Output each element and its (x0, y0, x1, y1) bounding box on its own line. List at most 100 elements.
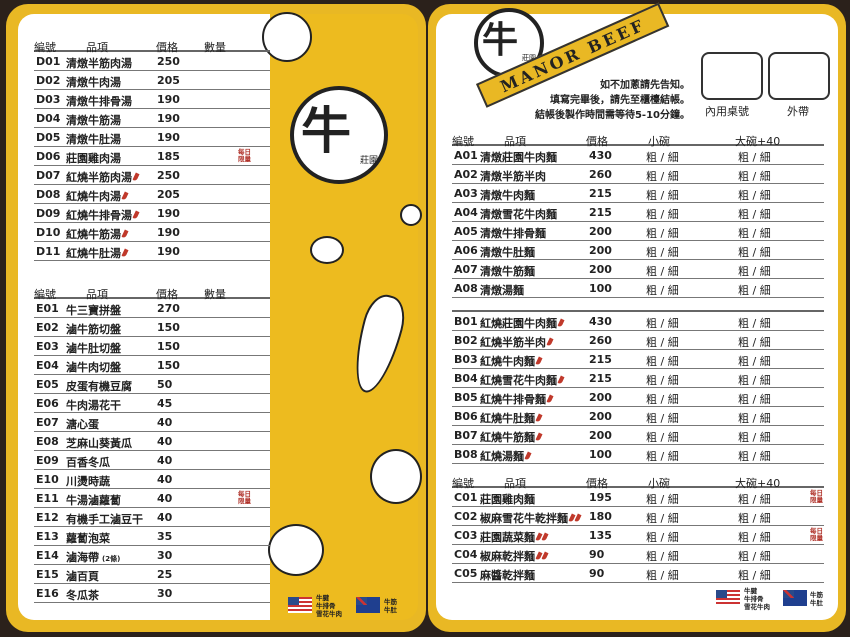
small-bowl-noodle-choice[interactable]: 粗 / 細 (646, 284, 679, 297)
small-bowl-noodle-choice[interactable]: 粗 / 細 (646, 227, 679, 240)
menu-item-row[interactable]: B07 紅燒牛筋麵 200 粗 / 細 粗 / 細 (452, 426, 824, 445)
item-name: 牛肉湯花干 (66, 397, 121, 413)
large-bowl-noodle-choice[interactable]: 粗 / 細 (738, 569, 771, 582)
menu-item-row[interactable]: E09 百香冬瓜 40 (34, 451, 270, 470)
large-bowl-noodle-choice[interactable]: 粗 / 細 (738, 493, 771, 506)
menu-item-row[interactable]: C04 椒麻乾拌麵 90 粗 / 細 粗 / 細 (452, 545, 824, 564)
menu-item-row[interactable]: B01 紅燒莊園牛肉麵 430 粗 / 細 粗 / 細 (452, 312, 824, 331)
large-bowl-noodle-choice[interactable]: 粗 / 細 (738, 151, 771, 164)
menu-item-row[interactable]: A07 清燉牛筋麵 200 粗 / 細 粗 / 細 (452, 260, 824, 279)
menu-item-row[interactable]: D04 清燉牛筋湯 190 (34, 109, 270, 128)
large-bowl-noodle-choice[interactable]: 粗 / 細 (738, 355, 771, 368)
menu-item-row[interactable]: C02 椒麻雪花牛乾拌麵 180 粗 / 細 粗 / 細 (452, 507, 824, 526)
large-bowl-noodle-choice[interactable]: 粗 / 細 (738, 227, 771, 240)
menu-item-row[interactable]: E04 滷牛肉切盤 150 (34, 356, 270, 375)
item-price: 45 (157, 397, 173, 410)
large-bowl-noodle-choice[interactable]: 粗 / 細 (738, 189, 771, 202)
menu-item-row[interactable]: A01 清燉莊園牛肉麵 430 粗 / 細 粗 / 細 (452, 146, 824, 165)
large-bowl-noodle-choice[interactable]: 粗 / 細 (738, 170, 771, 183)
menu-item-row[interactable]: A05 清燉牛排骨麵 200 粗 / 細 粗 / 細 (452, 222, 824, 241)
small-bowl-noodle-choice[interactable]: 粗 / 細 (646, 170, 679, 183)
menu-item-row[interactable]: E08 芝麻山葵黃瓜 40 (34, 432, 270, 451)
takeout-box[interactable] (768, 52, 830, 100)
menu-item-row[interactable]: B04 紅燒雪花牛肉麵 215 粗 / 細 粗 / 細 (452, 369, 824, 388)
menu-item-row[interactable]: A06 清燉牛肚麵 200 粗 / 細 粗 / 細 (452, 241, 824, 260)
menu-item-row[interactable]: A04 清燉雪花牛肉麵 215 粗 / 細 粗 / 細 (452, 203, 824, 222)
menu-item-row[interactable]: B05 紅燒牛排骨麵 200 粗 / 細 粗 / 細 (452, 388, 824, 407)
small-bowl-noodle-choice[interactable]: 粗 / 細 (646, 374, 679, 387)
small-bowl-noodle-choice[interactable]: 粗 / 細 (646, 550, 679, 563)
menu-item-row[interactable]: E01 牛三寶拼盤 270 (34, 299, 270, 318)
menu-item-row[interactable]: D03 清燉牛排骨湯 190 (34, 90, 270, 109)
large-bowl-noodle-choice[interactable]: 粗 / 細 (738, 265, 771, 278)
menu-item-row[interactable]: E05 皮蛋有機豆腐 50 (34, 375, 270, 394)
menu-item-row[interactable]: D06 莊園雞肉湯 185 每日 限量 (34, 147, 270, 166)
small-bowl-noodle-choice[interactable]: 粗 / 細 (646, 246, 679, 259)
menu-item-row[interactable]: C05 麻醬乾拌麵 90 粗 / 細 粗 / 細 (452, 564, 824, 583)
menu-item-row[interactable]: D09 紅燒牛排骨湯 190 (34, 204, 270, 223)
large-bowl-noodle-choice[interactable]: 粗 / 細 (738, 393, 771, 406)
menu-item-row[interactable]: C03 莊園蔬菜麵 135 粗 / 細 粗 / 細 每日 限量 (452, 526, 824, 545)
small-bowl-noodle-choice[interactable]: 粗 / 細 (646, 531, 679, 544)
small-bowl-noodle-choice[interactable]: 粗 / 細 (646, 431, 679, 444)
large-bowl-noodle-choice[interactable]: 粗 / 細 (738, 374, 771, 387)
large-bowl-noodle-choice[interactable]: 粗 / 細 (738, 550, 771, 563)
menu-item-row[interactable]: E06 牛肉湯花干 45 (34, 394, 270, 413)
menu-item-row[interactable]: B03 紅燒牛肉麵 215 粗 / 細 粗 / 細 (452, 350, 824, 369)
small-bowl-noodle-choice[interactable]: 粗 / 細 (646, 569, 679, 582)
menu-item-row[interactable]: E15 滷百頁 25 (34, 565, 270, 584)
menu-item-row[interactable]: E02 滷牛筋切盤 150 (34, 318, 270, 337)
large-bowl-noodle-choice[interactable]: 粗 / 細 (738, 317, 771, 330)
small-bowl-noodle-choice[interactable]: 粗 / 細 (646, 336, 679, 349)
menu-item-row[interactable]: E16 冬瓜茶 30 (34, 584, 270, 603)
small-bowl-noodle-choice[interactable]: 粗 / 細 (646, 355, 679, 368)
large-bowl-noodle-choice[interactable]: 粗 / 細 (738, 208, 771, 221)
menu-item-row[interactable]: B02 紅燒半筋半肉 260 粗 / 細 粗 / 細 (452, 331, 824, 350)
small-bowl-noodle-choice[interactable]: 粗 / 細 (646, 512, 679, 525)
menu-item-row[interactable]: D11 紅燒牛肚湯 190 (34, 242, 270, 261)
small-bowl-noodle-choice[interactable]: 粗 / 細 (646, 412, 679, 425)
large-bowl-noodle-choice[interactable]: 粗 / 細 (738, 431, 771, 444)
chili-icon (546, 394, 554, 404)
menu-item-row[interactable]: D02 清燉牛肉湯 205 (34, 71, 270, 90)
item-name: 紅燒半筋肉湯 (66, 169, 140, 185)
menu-item-row[interactable]: B06 紅燒牛肚麵 200 粗 / 細 粗 / 細 (452, 407, 824, 426)
menu-item-row[interactable]: B08 紅燒湯麵 100 粗 / 細 粗 / 細 (452, 445, 824, 464)
small-bowl-noodle-choice[interactable]: 粗 / 細 (646, 265, 679, 278)
menu-item-row[interactable]: D10 紅燒牛筋湯 190 (34, 223, 270, 242)
large-bowl-noodle-choice[interactable]: 粗 / 細 (738, 336, 771, 349)
small-bowl-noodle-choice[interactable]: 粗 / 細 (646, 450, 679, 463)
menu-item-row[interactable]: D08 紅燒牛肉湯 205 (34, 185, 270, 204)
small-bowl-noodle-choice[interactable]: 粗 / 細 (646, 189, 679, 202)
small-bowl-noodle-choice[interactable]: 粗 / 細 (646, 151, 679, 164)
menu-item-row[interactable]: E14 滷海帶 (2條) 30 (34, 546, 270, 565)
menu-item-row[interactable]: C01 莊園雞肉麵 195 粗 / 細 粗 / 細 每日 限量 (452, 488, 824, 507)
menu-item-row[interactable]: D01 清燉半筋肉湯 250 (34, 52, 270, 71)
menu-item-row[interactable]: A08 清燉湯麵 100 粗 / 細 粗 / 細 (452, 279, 824, 298)
menu-item-row[interactable]: E12 有機手工滷豆干 40 (34, 508, 270, 527)
menu-item-row[interactable]: A03 清燉牛肉麵 215 粗 / 細 粗 / 細 (452, 184, 824, 203)
menu-item-row[interactable]: D07 紅燒半筋肉湯 250 (34, 166, 270, 185)
large-bowl-noodle-choice[interactable]: 粗 / 細 (738, 284, 771, 297)
menu-item-row[interactable]: E11 牛湯滷蘿蔔 40 每日 限量 (34, 489, 270, 508)
menu-item-row[interactable]: D05 清燉牛肚湯 190 (34, 128, 270, 147)
large-bowl-noodle-choice[interactable]: 粗 / 細 (738, 531, 771, 544)
large-bowl-noodle-choice[interactable]: 粗 / 細 (738, 512, 771, 525)
menu-item-row[interactable]: E07 溏心蛋 40 (34, 413, 270, 432)
item-price: 150 (157, 321, 180, 334)
large-bowl-noodle-choice[interactable]: 粗 / 細 (738, 246, 771, 259)
menu-item-row[interactable]: A02 清燉半筋半肉 260 粗 / 細 粗 / 細 (452, 165, 824, 184)
small-bowl-noodle-choice[interactable]: 粗 / 細 (646, 317, 679, 330)
large-bowl-noodle-choice[interactable]: 粗 / 細 (738, 412, 771, 425)
item-name-text: 莊園雞肉麵 (480, 493, 535, 506)
menu-item-row[interactable]: E13 蘿蔔泡菜 35 (34, 527, 270, 546)
menu-item-row[interactable]: E03 滷牛肚切盤 150 (34, 337, 270, 356)
small-bowl-noodle-choice[interactable]: 粗 / 細 (646, 208, 679, 221)
column-header: 價格 (156, 41, 178, 54)
menu-item-row[interactable]: E10 川燙時蔬 40 (34, 470, 270, 489)
large-bowl-noodle-choice[interactable]: 粗 / 細 (738, 450, 771, 463)
small-bowl-noodle-choice[interactable]: 粗 / 細 (646, 393, 679, 406)
table-number-box[interactable] (701, 52, 763, 100)
us-beef-label: 牛腱 牛排骨 雪花牛肉 (316, 594, 342, 618)
small-bowl-noodle-choice[interactable]: 粗 / 細 (646, 493, 679, 506)
